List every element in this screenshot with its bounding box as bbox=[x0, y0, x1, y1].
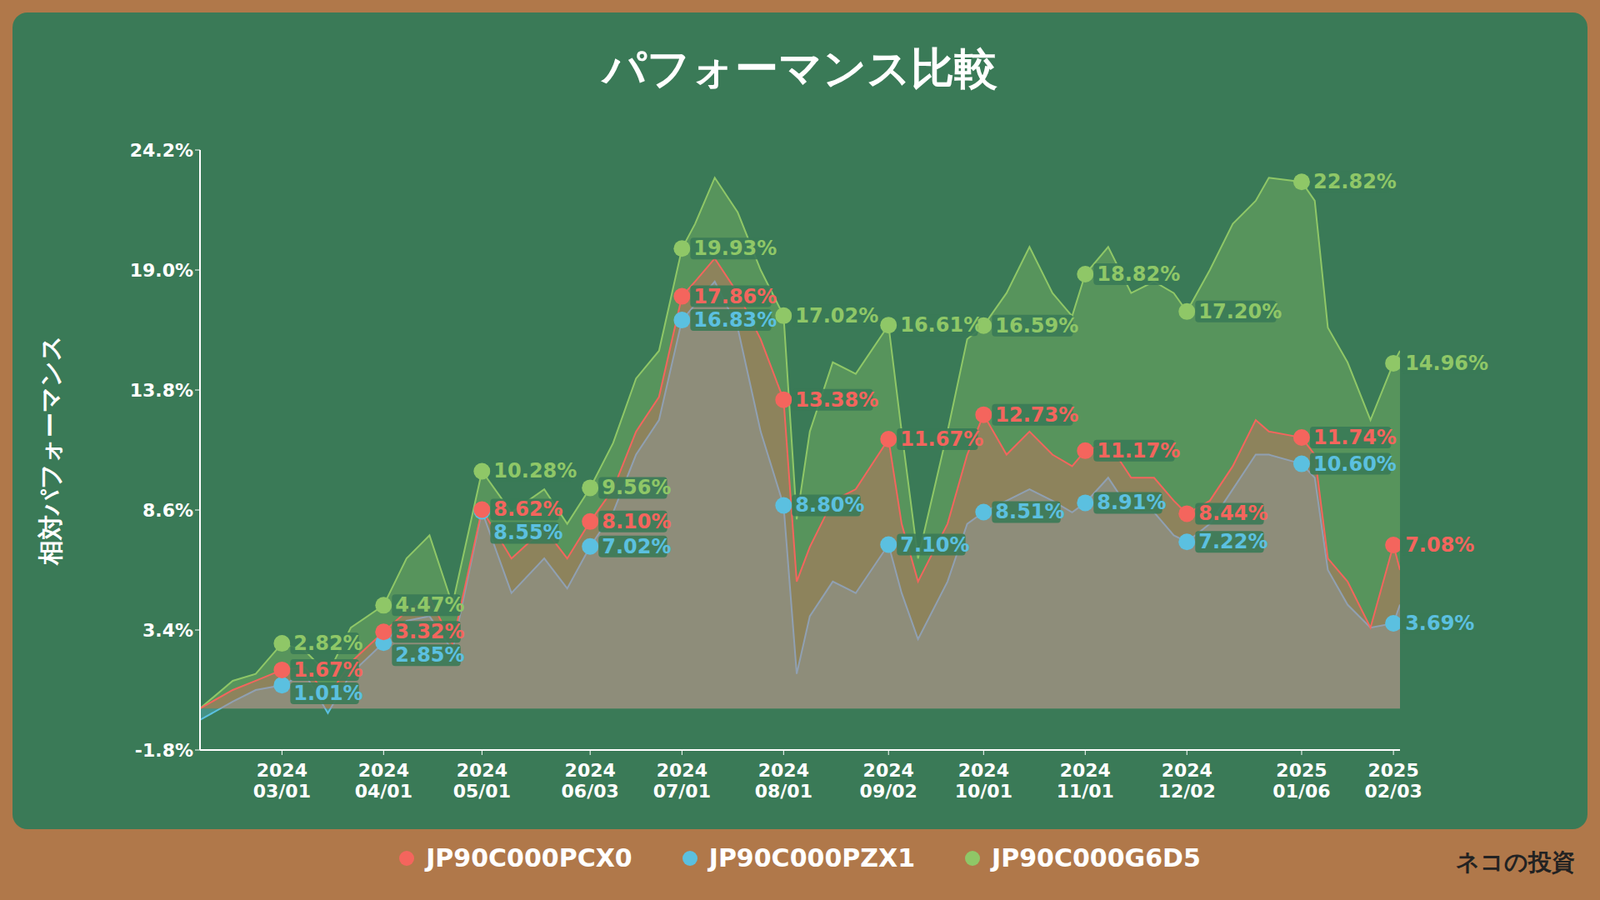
svg-text:7.10%: 7.10% bbox=[900, 533, 970, 557]
svg-text:202502/03: 202502/03 bbox=[1364, 760, 1422, 802]
svg-text:7.08%: 7.08% bbox=[1405, 533, 1475, 557]
svg-text:16.83%: 16.83% bbox=[693, 308, 777, 332]
svg-text:14.96%: 14.96% bbox=[1405, 351, 1489, 375]
svg-text:1.01%: 1.01% bbox=[293, 681, 363, 705]
svg-text:3.32%: 3.32% bbox=[395, 620, 465, 644]
svg-text:1.67%: 1.67% bbox=[293, 658, 363, 682]
html-text:JP90C000PZX1: JP90C000PZX1 bbox=[708, 843, 915, 873]
svg-text:8.44%: 8.44% bbox=[1198, 501, 1268, 525]
svg-text:13.38%: 13.38% bbox=[795, 388, 879, 412]
html-text:パフォーマンス比較: パフォーマンス比較 bbox=[602, 43, 998, 94]
svg-text:8.91%: 8.91% bbox=[1096, 490, 1166, 515]
svg-text:-1.8%: -1.8% bbox=[135, 740, 194, 761]
svg-text:7.22%: 7.22% bbox=[1198, 530, 1268, 554]
svg-text:17.86%: 17.86% bbox=[693, 285, 777, 309]
html-text:JP90C000G6D5: JP90C000G6D5 bbox=[991, 843, 1201, 873]
svg-text:19.93%: 19.93% bbox=[693, 236, 777, 260]
svg-text:202408/01: 202408/01 bbox=[755, 760, 813, 802]
svg-text:19.0%: 19.0% bbox=[130, 260, 194, 281]
svg-text:202411/01: 202411/01 bbox=[1056, 760, 1115, 802]
svg-text:202405/01: 202405/01 bbox=[453, 760, 511, 802]
svg-text:11.74%: 11.74% bbox=[1313, 425, 1397, 450]
svg-text:202404/01: 202404/01 bbox=[355, 760, 413, 802]
svg-text:4.47%: 4.47% bbox=[395, 593, 465, 617]
svg-text:10.60%: 10.60% bbox=[1313, 452, 1397, 476]
svg-text:3.4%: 3.4% bbox=[142, 620, 194, 641]
svg-text:8.55%: 8.55% bbox=[493, 520, 563, 545]
svg-text:相対パフォーマンス: 相対パフォーマンス bbox=[35, 335, 65, 566]
svg-text:18.82%: 18.82% bbox=[1096, 262, 1180, 286]
svg-text:24.2%: 24.2% bbox=[130, 140, 194, 161]
svg-text:10.28%: 10.28% bbox=[493, 459, 577, 483]
svg-text:8.80%: 8.80% bbox=[795, 493, 865, 517]
svg-text:16.59%: 16.59% bbox=[995, 314, 1079, 338]
svg-text:12.73%: 12.73% bbox=[995, 403, 1079, 427]
svg-text:8.51%: 8.51% bbox=[995, 500, 1065, 524]
svg-text:7.02%: 7.02% bbox=[601, 535, 671, 559]
svg-text:9.56%: 9.56% bbox=[601, 475, 671, 500]
svg-text:2.82%: 2.82% bbox=[293, 631, 363, 655]
svg-text:17.20%: 17.20% bbox=[1198, 300, 1282, 324]
svg-text:8.62%: 8.62% bbox=[493, 497, 563, 521]
svg-text:11.17%: 11.17% bbox=[1096, 439, 1180, 463]
svg-text:16.61%: 16.61% bbox=[900, 313, 984, 337]
svg-text:202406/03: 202406/03 bbox=[561, 760, 620, 802]
svg-text:11.67%: 11.67% bbox=[900, 427, 984, 451]
svg-text:202407/01: 202407/01 bbox=[653, 760, 711, 802]
svg-text:202410/01: 202410/01 bbox=[955, 760, 1013, 802]
svg-text:22.82%: 22.82% bbox=[1313, 170, 1397, 194]
svg-text:202412/02: 202412/02 bbox=[1158, 760, 1216, 802]
svg-text:202403/01: 202403/01 bbox=[253, 760, 311, 802]
svg-text:3.69%: 3.69% bbox=[1405, 611, 1475, 635]
svg-text:17.02%: 17.02% bbox=[795, 304, 879, 328]
svg-text:8.10%: 8.10% bbox=[601, 510, 671, 534]
html-text:JP90C000PCX0: JP90C000PCX0 bbox=[426, 843, 633, 873]
svg-text:8.6%: 8.6% bbox=[142, 500, 194, 521]
svg-text:13.8%: 13.8% bbox=[130, 380, 194, 401]
svg-text:2.85%: 2.85% bbox=[395, 643, 465, 667]
html-text:ネコの投資: ネコの投資 bbox=[1455, 848, 1575, 876]
svg-text:202409/02: 202409/02 bbox=[860, 760, 918, 802]
svg-text:202501/06: 202501/06 bbox=[1272, 760, 1330, 802]
